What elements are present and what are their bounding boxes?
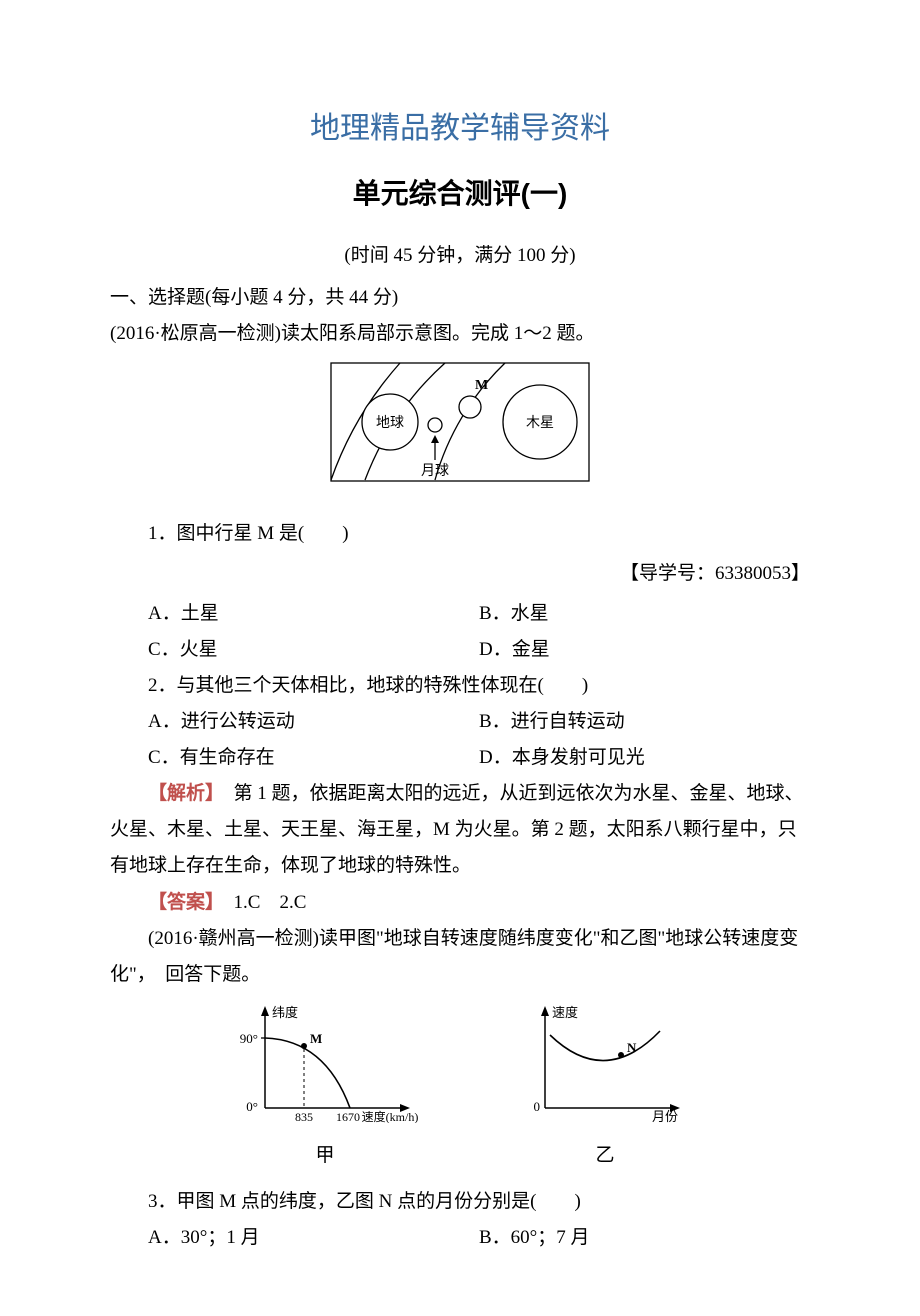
q2-option-a: A．进行公转运动	[148, 704, 479, 740]
answer-1: 【答案】 1.C 2.C	[110, 885, 810, 921]
figure-1: 地球 月球 M 木星	[110, 362, 810, 505]
q3-stem: 3．甲图 M 点的纬度，乙图 N 点的月份分别是( )	[110, 1184, 810, 1220]
jia-ylabel: 纬度	[272, 1005, 298, 1020]
q2-stem: 2．与其他三个天体相比，地球的特殊性体现在( )	[110, 668, 810, 704]
q1-option-a: A．土星	[148, 596, 479, 632]
q3-option-b: B．60°；7 月	[479, 1220, 810, 1256]
analysis-text: 第 1 题，依据距离太阳的远近，从近到远依次为水星、金星、地球、火星、木星、土星…	[110, 783, 804, 876]
jia-xlabel: 速度(km/h)	[362, 1109, 419, 1123]
guide-reference: 【导学号：63380053】	[110, 556, 810, 592]
yi-n-label: N	[627, 1040, 637, 1055]
figure-jia: 纬度 90° 0° M 835 1670 速度(km/h) 甲	[230, 1003, 420, 1174]
figure-yi: 速度 0 N 月份 乙	[520, 1003, 690, 1174]
moon-label: 月球	[421, 463, 449, 479]
answer-label: 【答案】	[148, 892, 215, 913]
figure-2: 纬度 90° 0° M 835 1670 速度(km/h) 甲	[110, 1003, 810, 1174]
q2-option-c: C．有生命存在	[148, 740, 479, 776]
q2-options-row2: C．有生命存在 D．本身发射可见光	[110, 740, 810, 776]
chart-jia: 纬度 90° 0° M 835 1670 速度(km/h)	[230, 1003, 420, 1123]
time-info: (时间 45 分钟，满分 100 分)	[110, 238, 810, 274]
jia-x835: 835	[295, 1110, 313, 1123]
doc-subtitle: 单元综合测评(一)	[110, 167, 810, 220]
chart-yi: 速度 0 N 月份	[520, 1003, 690, 1123]
doc-title: 地理精品教学辅导资料	[110, 100, 810, 157]
q3-option-a: A．30°；1 月	[148, 1220, 479, 1256]
jia-m-label: M	[310, 1031, 322, 1046]
jia-y90: 90°	[240, 1031, 258, 1046]
jia-x1670: 1670	[336, 1110, 360, 1123]
q1-option-d: D．金星	[479, 632, 810, 668]
earth-label: 地球	[376, 415, 404, 431]
q1-option-b: B．水星	[479, 596, 810, 632]
m-label: M	[475, 378, 488, 393]
yi-ylabel: 速度	[552, 1005, 578, 1020]
q2-options-row1: A．进行公转运动 B．进行自转运动	[110, 704, 810, 740]
intro-q3: (2016·赣州高一检测)读甲图"地球自转速度随纬度变化"和乙图"地球公转速度变…	[110, 921, 810, 993]
section-header: 一、选择题(每小题 4 分，共 44 分)	[110, 280, 810, 316]
q1-options-row2: C．火星 D．金星	[110, 632, 810, 668]
jia-y0: 0°	[246, 1099, 258, 1114]
q2-option-b: B．进行自转运动	[479, 704, 810, 740]
yi-xlabel: 月份	[652, 1109, 678, 1123]
analysis-label: 【解析】	[148, 783, 215, 804]
analysis-1: 【解析】 第 1 题，依据距离太阳的远近，从近到远依次为水星、金星、地球、火星、…	[110, 776, 810, 884]
q1-stem: 1．图中行星 M 是( )	[110, 516, 810, 552]
solar-system-diagram: 地球 月球 M 木星	[330, 362, 590, 492]
page: 地理精品教学辅导资料 单元综合测评(一) (时间 45 分钟，满分 100 分)…	[0, 0, 920, 1316]
answer-text: 1.C 2.C	[215, 892, 307, 913]
intro-q1q2: (2016·松原高一检测)读太阳系局部示意图。完成 1～2 题。	[110, 316, 810, 352]
q1-options-row1: A．土星 B．水星	[110, 596, 810, 632]
yi-y0: 0	[534, 1099, 541, 1114]
jia-caption: 甲	[230, 1138, 420, 1174]
q1-option-c: C．火星	[148, 632, 479, 668]
q3-options-row1: A．30°；1 月 B．60°；7 月	[110, 1220, 810, 1256]
yi-caption: 乙	[520, 1138, 690, 1174]
q2-option-d: D．本身发射可见光	[479, 740, 810, 776]
jupiter-label: 木星	[526, 415, 554, 431]
